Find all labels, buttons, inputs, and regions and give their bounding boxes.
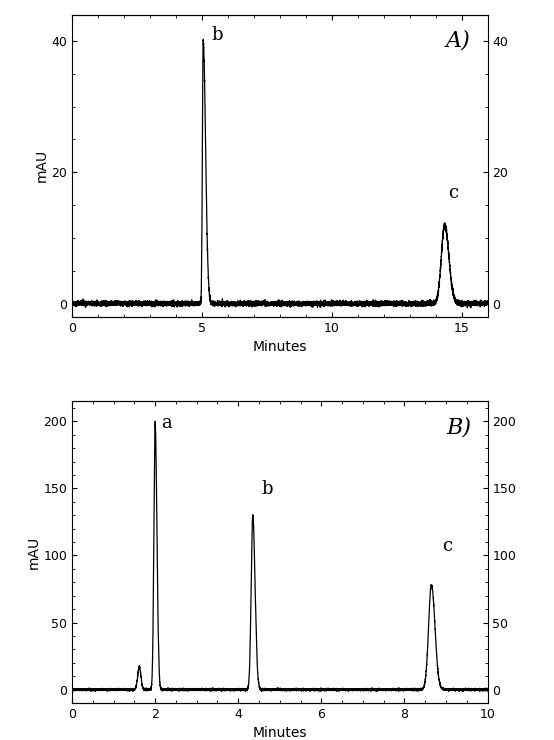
Text: A): A) xyxy=(446,30,471,52)
Text: c: c xyxy=(442,537,452,556)
Y-axis label: mAU: mAU xyxy=(34,149,49,182)
Text: b: b xyxy=(211,27,223,44)
Text: B): B) xyxy=(446,416,471,438)
Text: b: b xyxy=(261,480,273,498)
X-axis label: Minutes: Minutes xyxy=(253,340,307,354)
Text: a: a xyxy=(161,414,172,432)
X-axis label: Minutes: Minutes xyxy=(253,727,307,740)
Y-axis label: mAU: mAU xyxy=(27,536,40,568)
Text: c: c xyxy=(449,184,459,202)
